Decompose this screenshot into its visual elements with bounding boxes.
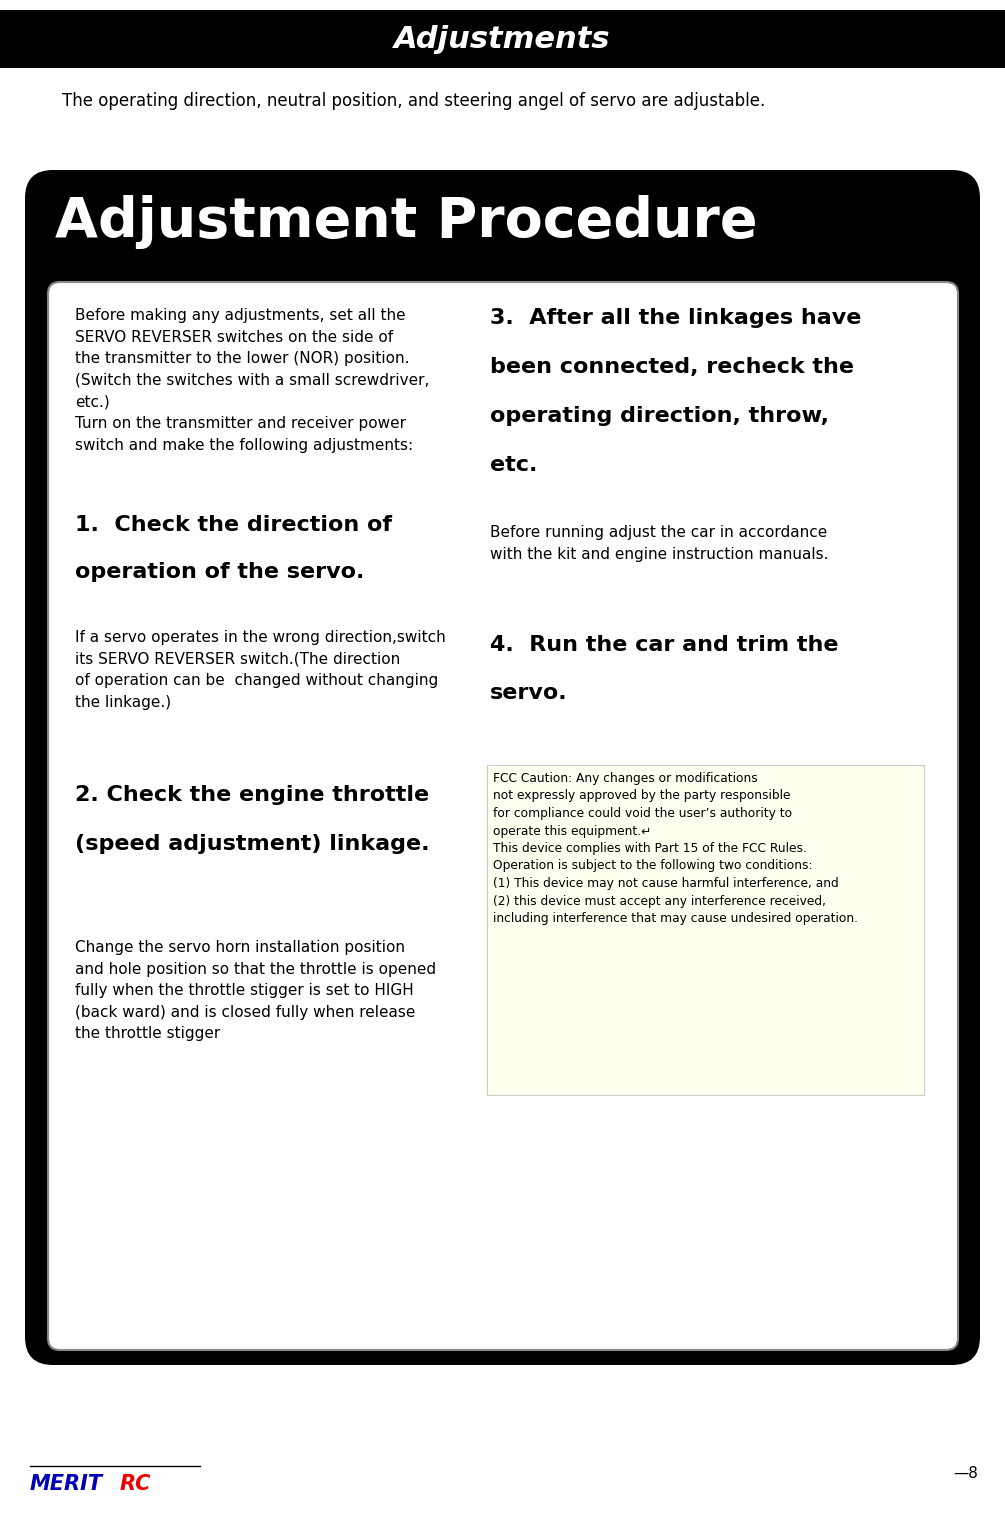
Text: etc.: etc. bbox=[490, 455, 538, 475]
FancyBboxPatch shape bbox=[25, 170, 980, 1364]
Text: Adjustment Procedure: Adjustment Procedure bbox=[55, 196, 758, 249]
Text: MERIT: MERIT bbox=[30, 1474, 104, 1493]
Text: Adjustments: Adjustments bbox=[394, 24, 610, 53]
Text: 1.  Check the direction of: 1. Check the direction of bbox=[75, 515, 392, 535]
Text: RC: RC bbox=[120, 1474, 152, 1493]
Text: Before making any adjustments, set all the
SERVO REVERSER switches on the side o: Before making any adjustments, set all t… bbox=[75, 308, 429, 453]
Text: 2. Check the engine throttle: 2. Check the engine throttle bbox=[75, 785, 429, 805]
Text: been connected, recheck the: been connected, recheck the bbox=[490, 356, 854, 377]
Text: operation of the servo.: operation of the servo. bbox=[75, 562, 365, 582]
FancyBboxPatch shape bbox=[48, 282, 958, 1351]
Bar bbox=[0, 11, 1005, 68]
Text: The operating direction, neutral position, and steering angel of servo are adjus: The operating direction, neutral positio… bbox=[62, 92, 765, 111]
Bar bbox=[487, 766, 924, 1095]
Text: Change the servo horn installation position
and hole position so that the thrott: Change the servo horn installation posit… bbox=[75, 940, 436, 1041]
Text: operating direction, throw,: operating direction, throw, bbox=[490, 406, 829, 426]
Text: 3.  After all the linkages have: 3. After all the linkages have bbox=[490, 308, 861, 327]
Text: Before running adjust the car in accordance
with the kit and engine instruction : Before running adjust the car in accorda… bbox=[490, 525, 828, 561]
Text: (speed adjustment) linkage.: (speed adjustment) linkage. bbox=[75, 834, 429, 854]
Text: FCC Caution: Any changes or modifications
not expressly approved by the party re: FCC Caution: Any changes or modification… bbox=[493, 772, 858, 925]
Text: —8: —8 bbox=[953, 1466, 978, 1481]
Text: If a servo operates in the wrong direction,switch
its SERVO REVERSER switch.(The: If a servo operates in the wrong directi… bbox=[75, 631, 446, 709]
Text: 4.  Run the car and trim the: 4. Run the car and trim the bbox=[490, 635, 838, 655]
Text: servo.: servo. bbox=[490, 684, 568, 703]
